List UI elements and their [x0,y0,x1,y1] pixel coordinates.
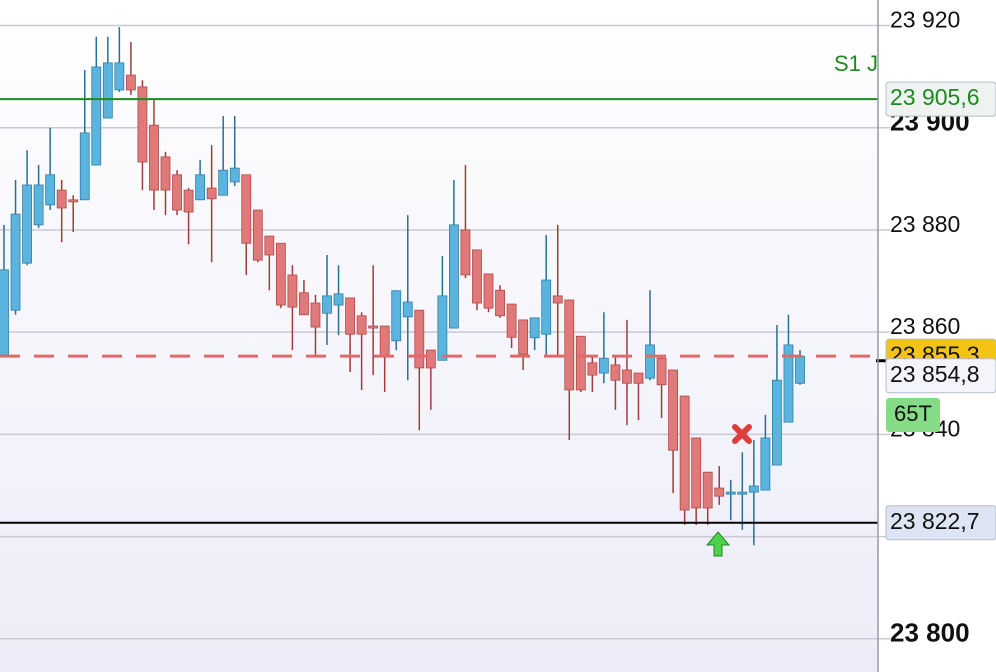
candle-body [264,235,275,256]
candle-body [772,379,782,466]
candle-body [125,74,136,91]
candle-body [102,62,113,119]
y-tick-label: 23 800 [890,618,970,648]
candle-body [229,167,240,183]
candle-body [760,437,771,491]
candle-body [356,315,367,335]
price-lines: S1 J [0,51,886,524]
candle-body [610,364,621,381]
candle-body [472,249,482,304]
candle-body [414,309,425,369]
candle-body [218,169,229,196]
candle-body [137,86,148,163]
candle-body [79,132,90,201]
candle-body [56,189,67,209]
candle-body [287,274,298,308]
candle-body [783,344,794,423]
candle-body [45,174,56,206]
candle-body [206,187,217,200]
candle-body [172,174,182,211]
price-badge-label: 23 905,6 [890,84,980,110]
candle-body [575,335,586,391]
candle-body [702,471,713,509]
candle-body [114,62,125,91]
candles [0,27,805,546]
candle-body [587,362,598,376]
candle-body [333,293,344,306]
y-tick-label: 23 920 [890,7,960,33]
candle-body [368,325,379,329]
candle-body [91,66,102,166]
timeframe-box [886,398,940,432]
candle-body [391,290,402,342]
candle-body [541,279,552,335]
candle-body [299,292,309,316]
candle-body [645,344,655,379]
candle-body [483,273,494,309]
candle-body [310,302,321,328]
candle-body [506,303,517,338]
price-badges: 23 905,623 855,323 854,823 822,7 [885,81,996,541]
candle-body [725,491,736,495]
candle-body [679,395,690,511]
price-badge [885,505,996,541]
candle-body [529,317,540,339]
candle-body [564,299,575,391]
candle-body [425,349,436,369]
candle-body [622,369,632,384]
candle-body [691,437,702,509]
candle-body [668,369,679,451]
candle-body [449,224,459,329]
candle-body [598,357,609,374]
candle-body [656,357,667,386]
y-tick-label: 23 860 [890,313,960,339]
candle-body [10,213,21,311]
candle-body [379,325,390,357]
candle-body [195,174,206,201]
candle-body [737,491,748,495]
candle-body [160,156,171,191]
candle-body [252,209,263,261]
price-badge [885,358,996,394]
candle-body [322,295,332,314]
candle-body [22,184,32,264]
candle-body [68,199,79,203]
price-badge-label: 23 822,7 [890,508,980,534]
candle-body [633,372,644,384]
y-tick-label: 23 880 [890,211,960,237]
timeframe: 65T [894,401,932,426]
candle-body [437,295,448,361]
candle-body [0,269,9,356]
buy-marker [705,531,731,557]
marker-stroke [732,424,752,444]
candle-body [518,319,529,355]
candle-body [33,184,44,226]
candle-body [241,174,252,244]
candle-body [460,229,471,276]
price-badge-label: 23 854,8 [890,361,980,387]
candle-body [149,124,159,191]
grid [0,24,890,640]
line-name: S1 J [834,51,878,76]
price-badge [885,81,996,117]
candle-body [714,487,725,497]
candle-body [552,295,563,304]
candle-body [495,289,505,317]
timeframe-badge: 65T [886,398,940,432]
candle-body [183,189,194,213]
candle-body [748,485,759,493]
candle-body [795,355,805,384]
sell-marker [732,424,752,444]
candle-body [345,297,355,335]
candle-body [402,301,413,318]
candle-body [275,242,286,306]
